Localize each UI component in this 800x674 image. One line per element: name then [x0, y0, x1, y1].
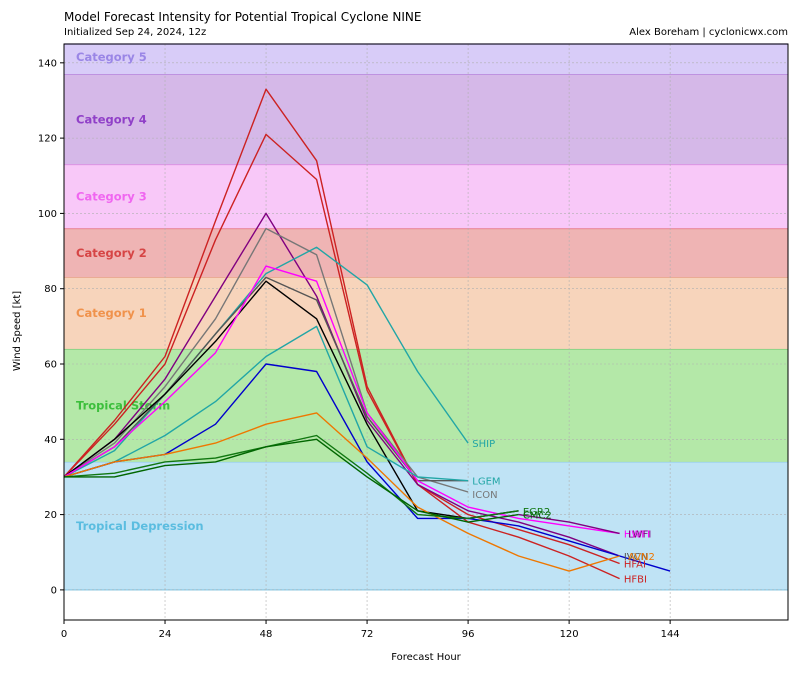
series-label-lwfi: LWFI	[628, 529, 651, 540]
chart-credit: Alex Boreham | cyclonicwx.com	[629, 27, 788, 38]
band-category-4	[64, 74, 788, 165]
band-label: Tropical Depression	[76, 519, 204, 533]
series-label-avn2: AVN2	[628, 552, 655, 563]
series-label-hfai: HFAI	[624, 560, 646, 571]
x-tick-label: 72	[361, 629, 374, 640]
y-tick-label: 20	[44, 510, 57, 521]
y-tick-label: 140	[38, 58, 57, 69]
series-line-12	[64, 438, 519, 523]
series-label-lgem: LGEM	[472, 477, 500, 488]
band-label: Category 4	[76, 112, 147, 126]
band-tropical-depression	[64, 461, 788, 590]
x-tick-label: 48	[260, 629, 273, 640]
series-line-5	[63, 276, 469, 482]
band-category-1	[64, 277, 788, 349]
x-tick-label: 120	[560, 629, 579, 640]
series-line-13	[518, 513, 620, 535]
model-lines	[63, 88, 671, 580]
x-tick-label: 144	[661, 629, 680, 640]
band-category-2	[64, 228, 788, 278]
series-line-1	[63, 133, 620, 565]
series-line-8	[63, 325, 469, 482]
series-line-6	[63, 280, 519, 520]
series-label-ivcn: IVCN	[624, 552, 648, 563]
series-label-hwfi: HWFI	[624, 529, 650, 540]
x-tick-label: 0	[61, 629, 67, 640]
y-tick-label: 0	[51, 585, 57, 596]
chart-subtitle: Initialized Sep 24, 2024, 12z	[64, 27, 207, 38]
y-tick-label: 100	[38, 209, 57, 220]
plot-frame	[63, 43, 789, 621]
series-label-ship: SHIP	[472, 439, 495, 450]
band-label: Category 3	[76, 189, 147, 203]
band-category-3	[64, 164, 788, 229]
x-tick-label: 24	[159, 629, 172, 640]
band-label: Category 2	[76, 246, 147, 260]
series-line-7	[63, 265, 620, 535]
series-label-cmc2: CMC2	[523, 511, 552, 522]
y-tick-label: 80	[44, 284, 57, 295]
series-label-icon: ICON	[472, 490, 497, 501]
y-axis-label: Wind Speed [kt]	[12, 291, 23, 371]
y-tick-label: 40	[44, 435, 57, 446]
series-line-0	[63, 88, 620, 580]
y-tick-label: 60	[44, 360, 57, 371]
series-label-egr2: EGR2	[523, 507, 550, 518]
band-category-5	[64, 44, 788, 75]
x-axis-label: Forecast Hour	[391, 652, 461, 663]
series-line-10	[63, 412, 620, 572]
y-tick-label: 120	[38, 134, 57, 145]
chart-title: Model Forecast Intensity for Potential T…	[64, 10, 422, 24]
band-label: Category 1	[76, 306, 147, 320]
series-label-hfbi: HFBI	[624, 575, 647, 586]
axis-ticks: 0 24 48 72 96 120 144 0 20 40 60 80 100 120 140	[38, 58, 680, 640]
band-label: Category 5	[76, 50, 147, 64]
category-bands	[64, 43, 788, 591]
x-tick-label: 96	[462, 629, 475, 640]
